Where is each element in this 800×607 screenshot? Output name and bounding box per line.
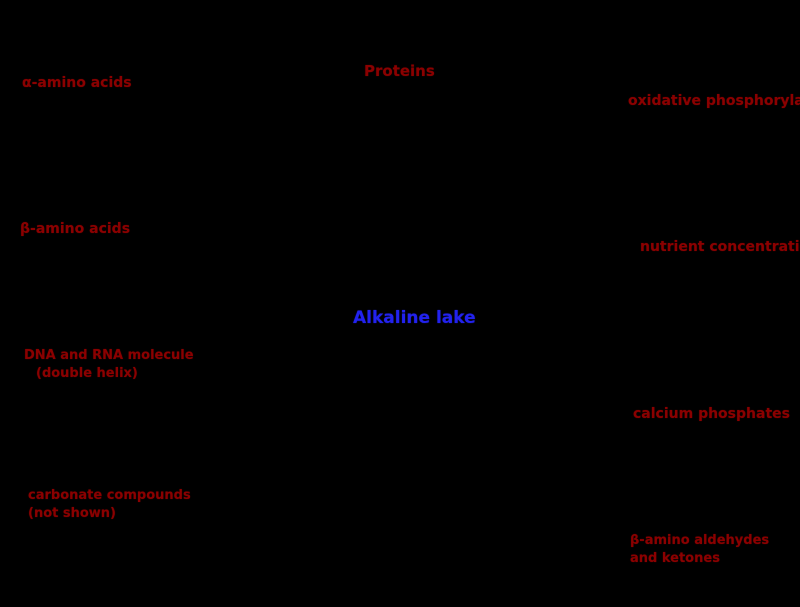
center-node-label: Alkaline lake	[353, 308, 476, 328]
node-label: calcium phosphates	[633, 406, 790, 422]
node-label: α-amino acids	[22, 75, 132, 91]
center-node-alkaline-lake: Alkaline lake	[353, 308, 476, 328]
node-label-line2: and ketones	[630, 551, 720, 566]
node-label-line1: carbonate compounds	[28, 488, 191, 503]
node-oxidative-phosphorylation: oxidative phosphorylation	[628, 92, 800, 110]
node-dna-rna-molecule: DNA and RNA molecule (double helix)	[24, 347, 194, 383]
node-label-line1: β-amino aldehydes	[630, 533, 770, 548]
node-calcium-phosphates: calcium phosphates	[633, 405, 790, 423]
node-label-line2: (double helix)	[36, 366, 138, 381]
node-beta-amino-acids: β-amino acids	[20, 220, 130, 238]
node-carbonate-compounds: carbonate compounds (not shown)	[28, 487, 191, 523]
node-proteins: Proteins	[364, 62, 435, 80]
node-label: Proteins	[364, 62, 435, 80]
node-nutrient-concentration: nutrient concentration	[640, 238, 800, 256]
node-label: β-amino acids	[20, 221, 131, 237]
node-label: nutrient concentration	[640, 239, 800, 255]
node-label: oxidative phosphorylation	[628, 93, 800, 109]
node-amino-aldehydes-ketones: β-amino aldehydes and ketones	[630, 532, 769, 568]
node-alpha-amino-acids: α-amino acids	[22, 74, 132, 92]
node-label-line2: (not shown)	[28, 506, 116, 521]
node-label-line1: DNA and RNA molecule	[24, 348, 194, 363]
